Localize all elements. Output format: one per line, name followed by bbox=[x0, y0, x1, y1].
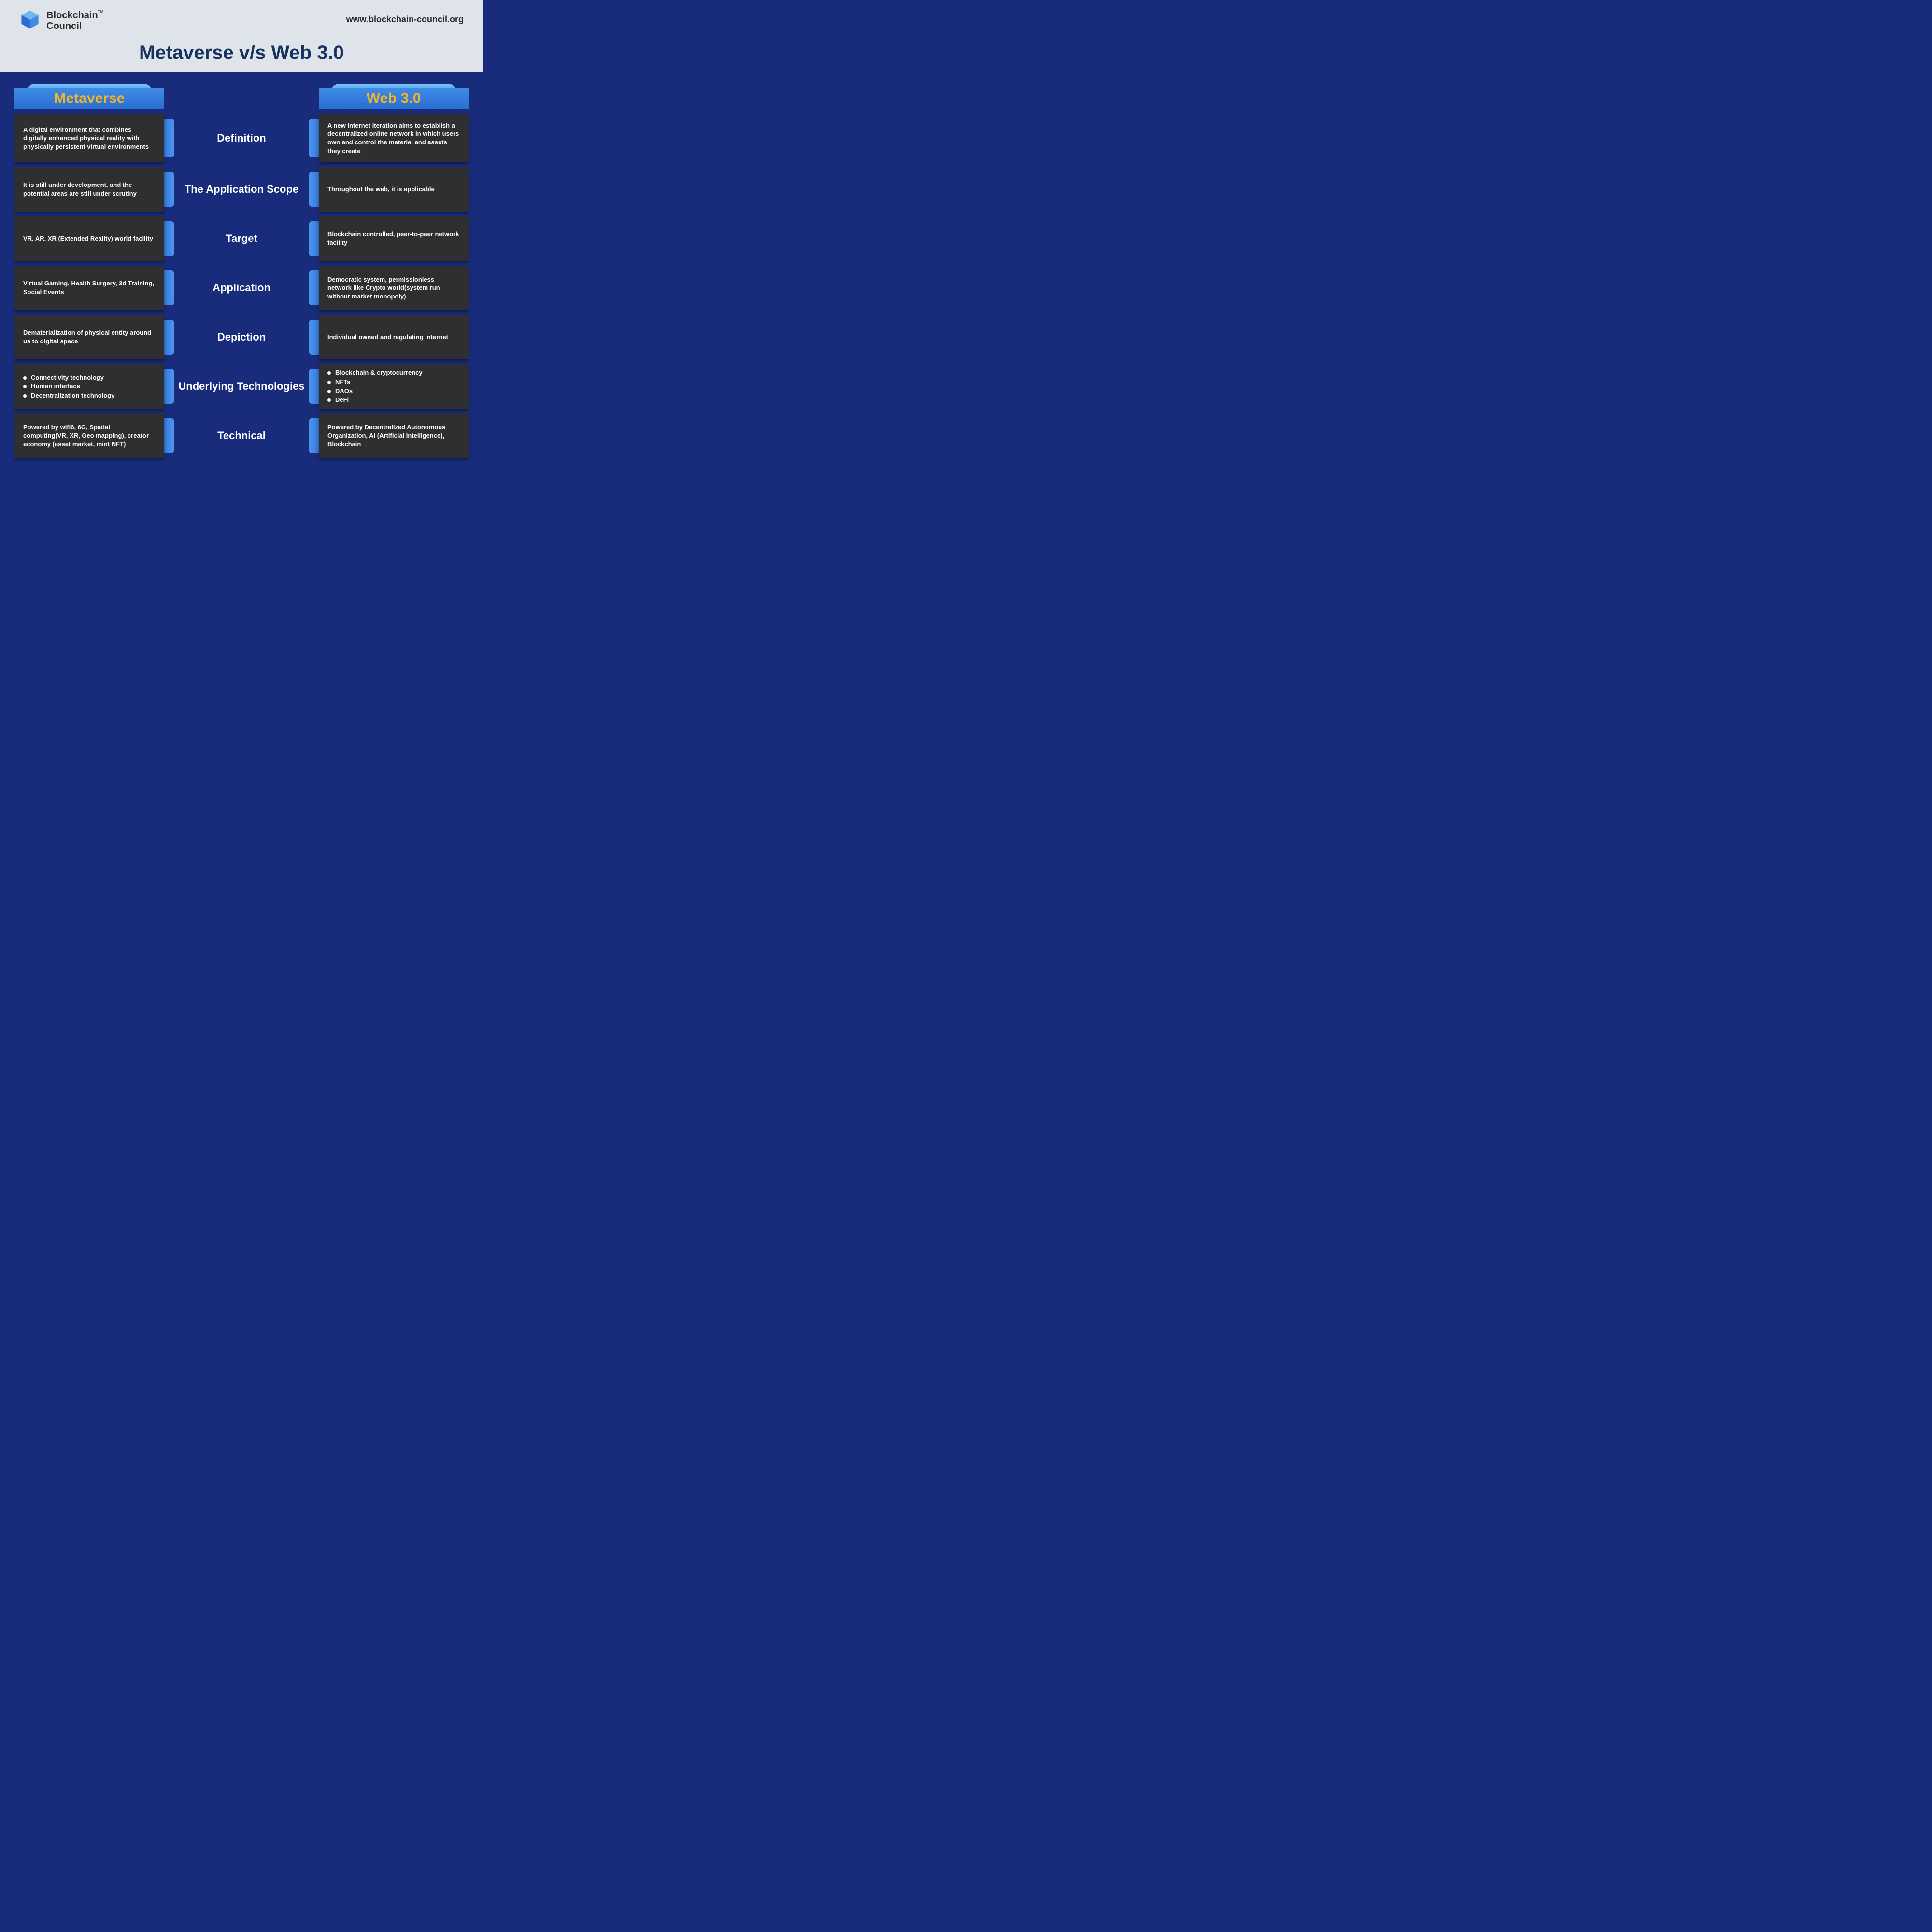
card-body: Connectivity technologyHuman interfaceDe… bbox=[14, 364, 164, 409]
row-label: Target bbox=[164, 216, 319, 261]
rows-container: A digital environment that combines digi… bbox=[14, 114, 469, 458]
card-body: A new internet iteration aims to establi… bbox=[319, 114, 469, 162]
cube-icon bbox=[19, 9, 41, 32]
row-label: Depiction bbox=[164, 315, 319, 359]
row-label: Application bbox=[164, 266, 319, 310]
comparison-row: Powered by wifi6, 6G, Spatial computing(… bbox=[14, 413, 469, 458]
comparison-row: A digital environment that combines digi… bbox=[14, 114, 469, 162]
comparison-row: It is still under development, and the p… bbox=[14, 167, 469, 212]
card-body: Democratic system, permissionless networ… bbox=[319, 266, 469, 310]
column-header-metaverse: Metaverse bbox=[14, 81, 164, 109]
list-item: NFTs bbox=[327, 378, 423, 386]
card-web3: Individual owned and regulating internet bbox=[319, 315, 469, 359]
card-metaverse: Dematerialization of physical entity aro… bbox=[14, 315, 164, 359]
page-title: Metaverse v/s Web 3.0 bbox=[19, 42, 464, 64]
card-web3: Blockchain & cryptocurrencyNFTsDAOsDeFi bbox=[319, 364, 469, 409]
column-headers: Metaverse Web 3.0 bbox=[14, 81, 469, 109]
card-body: It is still under development, and the p… bbox=[14, 167, 164, 212]
list-item: DeFi bbox=[327, 396, 423, 404]
comparison-content: Metaverse Web 3.0 A digital environment … bbox=[0, 72, 483, 468]
card-body: Blockchain & cryptocurrencyNFTsDAOsDeFi bbox=[319, 364, 469, 409]
comparison-row: Dematerialization of physical entity aro… bbox=[14, 315, 469, 359]
list-item: Blockchain & cryptocurrency bbox=[327, 369, 423, 377]
comparison-row: Virtual Gaming, Health Surgery, 3d Train… bbox=[14, 266, 469, 310]
card-body: Powered by wifi6, 6G, Spatial computing(… bbox=[14, 413, 164, 458]
column-header-web3: Web 3.0 bbox=[319, 81, 469, 109]
card-web3: Powered by Decentralized Autonomous Orga… bbox=[319, 413, 469, 458]
card-body: Throughout the web, it is applicable bbox=[319, 167, 469, 212]
header-bar: BlockchainTM Council www.blockchain-coun… bbox=[0, 0, 483, 72]
tm: TM bbox=[98, 10, 104, 14]
card-body: Blockchain controlled, peer-to-peer netw… bbox=[319, 216, 469, 261]
logo-text: BlockchainTM Council bbox=[46, 10, 103, 31]
row-label: Underlying Technologies bbox=[164, 364, 319, 409]
card-body: Powered by Decentralized Autonomous Orga… bbox=[319, 413, 469, 458]
card-web3: Blockchain controlled, peer-to-peer netw… bbox=[319, 216, 469, 261]
comparison-row: Connectivity technologyHuman interfaceDe… bbox=[14, 364, 469, 409]
card-metaverse: It is still under development, and the p… bbox=[14, 167, 164, 212]
row-label: Technical bbox=[164, 413, 319, 458]
col-left-title: Metaverse bbox=[54, 90, 125, 107]
card-web3: Democratic system, permissionless networ… bbox=[319, 266, 469, 310]
card-metaverse: Virtual Gaming, Health Surgery, 3d Train… bbox=[14, 266, 164, 310]
card-metaverse: VR, AR, XR (Extended Reality) world faci… bbox=[14, 216, 164, 261]
comparison-row: VR, AR, XR (Extended Reality) world faci… bbox=[14, 216, 469, 261]
row-label: The Application Scope bbox=[164, 167, 319, 212]
website-url: www.blockchain-council.org bbox=[346, 14, 464, 25]
card-web3: Throughout the web, it is applicable bbox=[319, 167, 469, 212]
card-metaverse: Powered by wifi6, 6G, Spatial computing(… bbox=[14, 413, 164, 458]
card-metaverse: Connectivity technologyHuman interfaceDe… bbox=[14, 364, 164, 409]
row-label: Definition bbox=[164, 114, 319, 162]
list-item: DAOs bbox=[327, 387, 423, 396]
card-body: A digital environment that combines digi… bbox=[14, 114, 164, 162]
list-item: Connectivity technology bbox=[23, 373, 114, 382]
list-item: Human interface bbox=[23, 382, 114, 391]
card-metaverse: A digital environment that combines digi… bbox=[14, 114, 164, 162]
card-web3: A new internet iteration aims to establi… bbox=[319, 114, 469, 162]
list-item: Decentralization technology bbox=[23, 391, 114, 400]
card-body: Individual owned and regulating internet bbox=[319, 315, 469, 359]
logo-line2: Council bbox=[46, 21, 82, 31]
logo-line1: Blockchain bbox=[46, 10, 98, 21]
card-body: Virtual Gaming, Health Surgery, 3d Train… bbox=[14, 266, 164, 310]
col-right-title: Web 3.0 bbox=[367, 90, 421, 107]
card-body: Dematerialization of physical entity aro… bbox=[14, 315, 164, 359]
card-body: VR, AR, XR (Extended Reality) world faci… bbox=[14, 216, 164, 261]
